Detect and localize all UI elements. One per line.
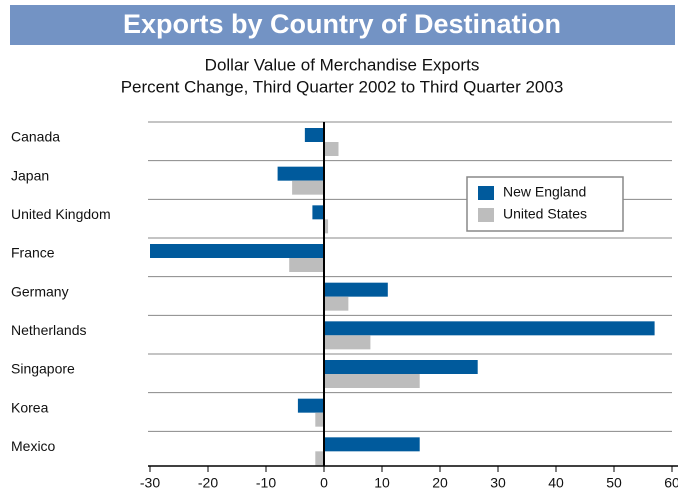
subtitle: Dollar Value of Merchandise Exports [205,55,480,74]
bar [324,335,371,350]
bar [324,282,388,297]
bar [324,321,655,336]
legend-swatch [478,208,494,222]
legend-label: New England [503,184,586,200]
bar [315,412,324,427]
legend-swatch [478,186,494,200]
category-label: United Kingdom [11,206,111,222]
x-tick-label: 0 [320,475,328,491]
bar [304,128,324,142]
bar [324,374,420,388]
x-tick-label: 40 [548,475,564,491]
x-tick-label: 50 [606,475,622,491]
bar [324,296,349,311]
legend-label: United States [503,206,587,222]
x-tick-label: 20 [432,475,448,491]
bar [312,205,324,220]
bar [315,451,324,466]
x-tick-label: 30 [490,475,506,491]
bar [292,180,324,195]
category-label: Canada [11,129,60,145]
title-banner [10,5,675,45]
bar [297,398,324,413]
category-label: Mexico [11,438,56,454]
x-tick-label: -30 [140,475,160,491]
chart-title: Exports by Country of Destination [123,9,561,39]
x-tick-label: -10 [256,475,276,491]
category-label: Korea [11,399,49,415]
bar [150,244,324,258]
bar [289,258,324,272]
bar [324,142,339,156]
bar [324,437,420,452]
x-tick-label: 10 [374,475,390,491]
category-label: Japan [11,167,49,183]
bar [324,219,329,234]
category-label: France [11,245,55,261]
x-tick-label: -20 [198,475,218,491]
bar [277,166,324,181]
category-label: Netherlands [11,322,87,338]
bar [324,360,478,374]
category-label: Germany [11,283,69,299]
category-label: Singapore [11,361,75,377]
subtitle: Percent Change, Third Quarter 2002 to Th… [121,77,564,96]
x-tick-label: 60 [664,475,678,491]
